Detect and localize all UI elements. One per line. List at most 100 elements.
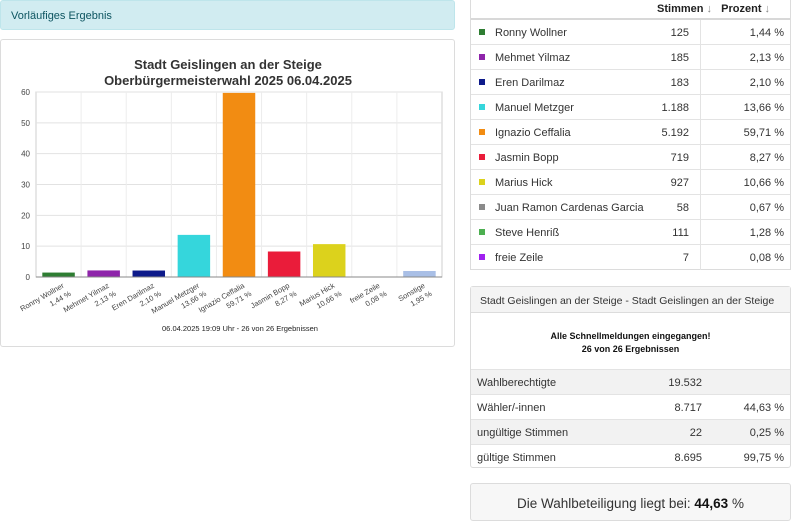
bar: [267, 251, 301, 277]
summary-label: ungültige Stimmen: [477, 427, 569, 439]
candidate-name: Eren Darilmaz: [495, 77, 565, 89]
candidate-percent: 0,67 %: [749, 202, 784, 214]
bar: [87, 270, 120, 277]
candidate-name: Mehmet Yilmaz: [495, 52, 571, 64]
bar: [222, 92, 256, 277]
summary-header: Stadt Geislingen an der Steige - Stadt G…: [471, 287, 790, 313]
candidate-color-swatch: [479, 254, 485, 260]
candidate-percent: 1,44 %: [749, 27, 784, 39]
candidate-percent: 2,13 %: [749, 52, 784, 64]
turnout-value: 44,63: [694, 496, 729, 511]
column-divider: [700, 70, 701, 95]
table-row: Juan Ramon Cardenas Garcia 58 0,67 %: [471, 195, 790, 220]
candidate-votes: 7: [682, 252, 689, 264]
status-banner-label: Vorläufiges Ergebnis: [11, 10, 112, 22]
chart-footer: 06.04.2025 19:09 Uhr - 26 von 26 Ergebni…: [162, 324, 318, 333]
summary-row: gültige Stimmen 8.695 99,75 %: [471, 444, 790, 469]
column-header-votes[interactable]: Stimmen ↓: [657, 3, 712, 15]
candidate-percent: 1,28 %: [749, 227, 784, 239]
candidate-votes: 5.192: [661, 127, 689, 139]
y-tick-label: 30: [21, 181, 30, 190]
results-table-header: Stimmen ↓ Prozent ↓: [471, 0, 790, 20]
candidate-name: Manuel Metzger: [495, 102, 574, 114]
candidate-color-swatch: [479, 79, 485, 85]
turnout-suffix: %: [731, 496, 744, 511]
table-row: Ronny Wollner 125 1,44 %: [471, 20, 790, 45]
chart-subtitle: Oberbürgermeisterwahl 2025 06.04.2025: [104, 73, 352, 88]
summary-label: Wähler/-innen: [477, 402, 546, 414]
bar: [177, 234, 211, 277]
summary-row: ungültige Stimmen 22 0,25 %: [471, 419, 790, 444]
turnout-box: Die Wahlbeteiligung liegt bei: 44,63 %: [470, 483, 791, 521]
column-divider: [700, 170, 701, 195]
candidate-votes: 719: [670, 152, 689, 164]
y-tick-label: 40: [21, 150, 30, 159]
candidate-color-swatch: [479, 154, 485, 160]
summary-value: 8.717: [674, 402, 702, 414]
candidate-color-swatch: [479, 204, 485, 210]
table-row: Ignazio Ceffalia 5.192 59,71 %: [471, 120, 790, 145]
candidate-votes: 1.188: [661, 102, 689, 114]
sort-arrow-icon: ↓: [706, 3, 713, 15]
candidate-votes: 58: [676, 202, 689, 214]
candidate-name: Juan Ramon Cardenas Garcia: [495, 202, 644, 214]
candidate-name: freie Zeile: [495, 252, 544, 264]
reporting-status-note: Alle Schnellmeldungen eingegangen! 26 vo…: [471, 313, 790, 369]
y-tick-label: 0: [26, 273, 31, 282]
candidate-percent: 2,10 %: [749, 77, 784, 89]
table-row: Eren Darilmaz 183 2,10 %: [471, 70, 790, 95]
column-divider: [700, 45, 701, 70]
summary-percent: 0,25 %: [749, 427, 784, 439]
candidate-color-swatch: [479, 104, 485, 110]
sort-arrow-icon: ↓: [764, 3, 771, 15]
candidate-color-swatch: [479, 129, 485, 135]
chart-card: Stadt Geislingen an der Steige Oberbürger…: [0, 39, 455, 347]
candidate-percent: 0,08 %: [749, 252, 784, 264]
column-divider: [700, 245, 701, 270]
summary-value: 8.695: [674, 452, 702, 464]
candidate-color-swatch: [479, 54, 485, 60]
summary-card: Stadt Geislingen an der Steige - Stadt G…: [470, 286, 791, 468]
chart-title: Stadt Geislingen an der Steige: [134, 57, 322, 72]
candidate-name: Jasmin Bopp: [495, 152, 559, 164]
table-row: Jasmin Bopp 719 8,27 %: [471, 145, 790, 170]
table-row: freie Zeile 7 0,08 %: [471, 245, 790, 270]
column-divider: [700, 120, 701, 145]
candidate-votes: 125: [670, 27, 689, 39]
candidate-name: Ronny Wollner: [495, 27, 567, 39]
candidate-color-swatch: [479, 179, 485, 185]
reporting-status-line-1: Alle Schnellmeldungen eingegangen!: [550, 331, 711, 341]
candidate-name: Marius Hick: [495, 177, 553, 189]
table-row: Manuel Metzger 1.188 13,66 %: [471, 95, 790, 120]
reporting-status-line-2: 26 von 26 Ergebnissen: [581, 344, 680, 354]
status-banner: Vorläufiges Ergebnis: [0, 0, 455, 30]
candidate-percent: 8,27 %: [749, 152, 784, 164]
column-header-percent[interactable]: Prozent ↓: [721, 3, 770, 15]
turnout-prefix: Die Wahlbeteiligung liegt bei:: [517, 496, 691, 511]
table-row: Marius Hick 927 10,66 %: [471, 170, 790, 195]
candidate-percent: 10,66 %: [743, 177, 784, 189]
summary-label: Wahlberechtigte: [477, 377, 557, 389]
column-divider: [700, 20, 701, 45]
candidate-percent: 13,66 %: [743, 102, 784, 114]
summary-label: gültige Stimmen: [477, 452, 556, 464]
y-tick-label: 50: [21, 119, 30, 128]
bar: [132, 270, 166, 277]
summary-value: 19.532: [668, 377, 702, 389]
column-divider: [700, 145, 701, 170]
y-tick-label: 20: [21, 211, 30, 220]
column-divider: [700, 95, 701, 120]
results-bar-chart: Stadt Geislingen an der SteigeOberbürger…: [19, 57, 443, 333]
candidate-color-swatch: [479, 229, 485, 235]
column-divider: [700, 220, 701, 245]
candidate-votes: 183: [670, 77, 689, 89]
y-tick-label: 60: [21, 88, 30, 97]
summary-value: 22: [689, 427, 702, 439]
table-row: Steve Henriß 111 1,28 %: [471, 220, 790, 245]
table-row: Mehmet Yilmaz 185 2,13 %: [471, 45, 790, 70]
bar: [42, 272, 75, 277]
bar: [312, 244, 346, 277]
summary-percent: 44,63 %: [743, 402, 784, 414]
candidate-name: Steve Henriß: [495, 227, 560, 239]
candidate-votes: 111: [672, 227, 689, 239]
